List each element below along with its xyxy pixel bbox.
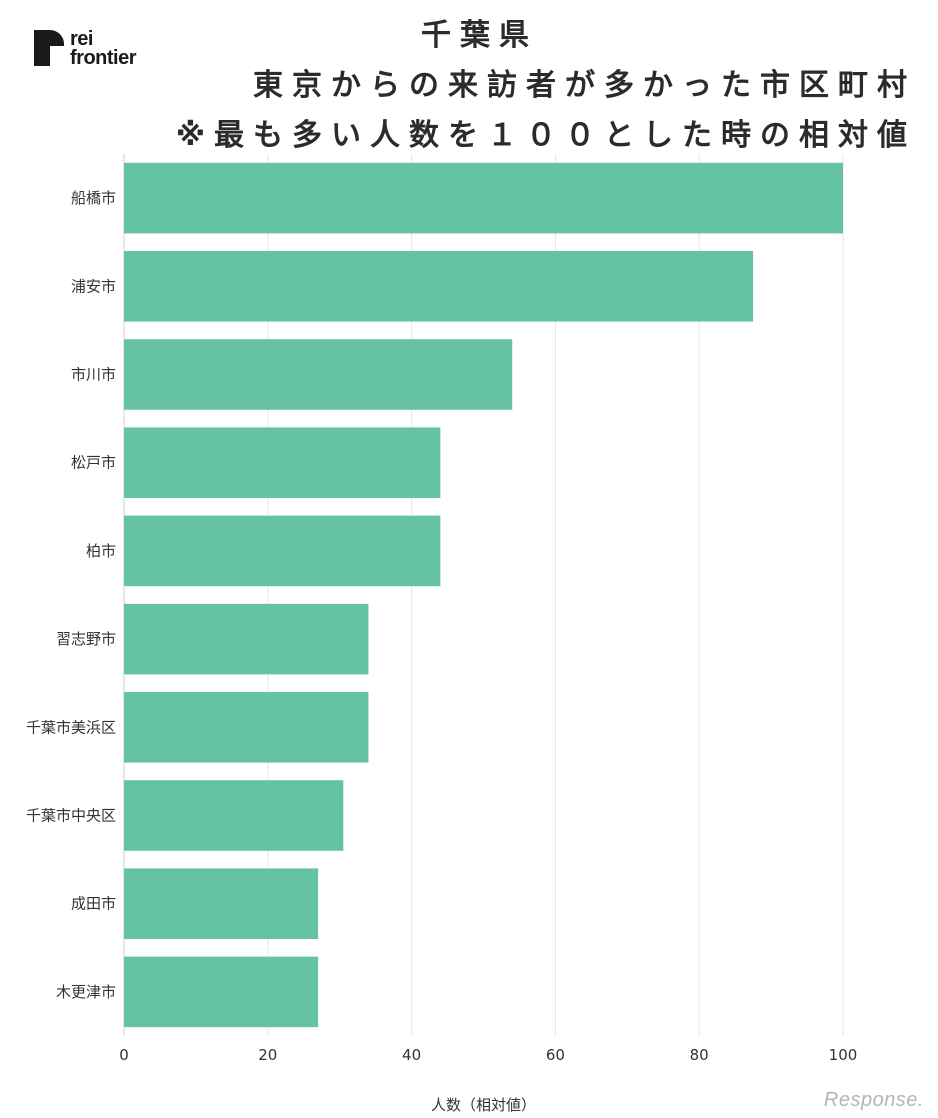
x-tick-label: 100 <box>829 1046 858 1064</box>
category-label: 成田市 <box>71 895 116 913</box>
x-axis-title: 人数（相対値） <box>431 1096 536 1114</box>
x-tick-label: 0 <box>119 1046 129 1064</box>
x-tick-label: 80 <box>690 1046 709 1064</box>
bar <box>124 251 754 322</box>
category-label: 浦安市 <box>71 277 116 295</box>
bar <box>124 780 344 851</box>
bar <box>124 868 319 939</box>
bar <box>124 603 369 675</box>
logo-line-1: rei <box>70 28 93 50</box>
bar <box>124 692 369 763</box>
category-label: 船橋市 <box>71 189 116 207</box>
category-label: 市川市 <box>71 366 116 384</box>
bar <box>124 956 319 1028</box>
title-line-1: 千葉県 <box>421 18 538 53</box>
x-tick-label: 40 <box>402 1046 421 1064</box>
brand-logo: rei frontier <box>34 28 154 72</box>
category-label: 松戸市 <box>71 454 116 472</box>
bars <box>124 162 843 1028</box>
bar <box>124 162 843 234</box>
title-line-2: 東京からの来訪者が多かった市区町村 <box>253 68 916 103</box>
x-tick-label: 20 <box>258 1046 277 1064</box>
x-tick-label: 60 <box>546 1046 565 1064</box>
category-label: 千葉市美浜区 <box>26 718 116 736</box>
logo-text: rei frontier <box>70 28 137 69</box>
category-label: 習志野市 <box>56 630 116 648</box>
watermark-text: Response. <box>823 1089 924 1111</box>
category-label: 柏市 <box>86 542 116 560</box>
category-label: 千葉市中央区 <box>26 807 116 825</box>
logo-line-2: frontier <box>70 47 137 69</box>
title-line-3: ※最も多い人数を１００とした時の相対値 <box>175 118 916 153</box>
logo-mark-icon <box>34 30 64 66</box>
category-label: 木更津市 <box>56 983 116 1001</box>
bar <box>124 339 513 410</box>
bar <box>124 515 441 587</box>
x-tick-labels: 0 20 40 60 80 100 <box>119 1046 857 1064</box>
bar <box>124 427 441 498</box>
